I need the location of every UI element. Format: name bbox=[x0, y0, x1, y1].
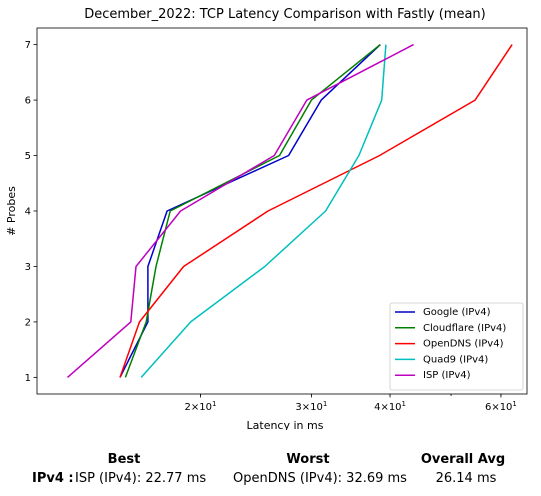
legend-label: Cloudflare (IPv4) bbox=[423, 323, 506, 334]
latency-chart: December_2022: TCP Latency Comparison wi… bbox=[5, 7, 528, 430]
y-tick-label: 6 bbox=[25, 96, 31, 107]
summary-table: Best Worst Overall Avg IPv4 : ISP (IPv4)… bbox=[0, 448, 541, 496]
legend-label: Quad9 (IPv4) bbox=[423, 354, 488, 365]
summary-row-label: IPv4 : bbox=[32, 471, 74, 486]
series-line bbox=[119, 44, 381, 378]
x-tick-label: 3×101 bbox=[295, 400, 327, 413]
y-tick-label: 2 bbox=[25, 317, 31, 328]
summary-best-header: Best bbox=[107, 452, 141, 467]
y-axis-label: # Probes bbox=[5, 186, 18, 236]
summary-best-value: ISP (IPv4): 22.77 ms bbox=[75, 471, 207, 486]
legend-label: OpenDNS (IPv4) bbox=[423, 339, 504, 350]
chart-title: December_2022: TCP Latency Comparison wi… bbox=[84, 7, 486, 22]
series-line bbox=[124, 44, 381, 378]
y-tick-label: 4 bbox=[25, 207, 31, 218]
series-line bbox=[67, 43, 414, 378]
summary-worst-header: Worst bbox=[286, 452, 330, 467]
summary-overall-value: 26.14 ms bbox=[435, 471, 497, 486]
y-tick-label: 1 bbox=[25, 373, 31, 384]
series-line bbox=[119, 44, 513, 378]
series-line bbox=[140, 44, 387, 378]
x-tick-label: 4×101 bbox=[374, 400, 406, 413]
legend-label: Google (IPv4) bbox=[423, 307, 491, 318]
y-tick-label: 5 bbox=[25, 151, 31, 162]
plot-area: 2×101 3×101 4×101 6×101 1 2 3 4 5 6 7 Google (IPv4)… bbox=[25, 27, 528, 413]
summary-worst-value: OpenDNS (IPv4): 32.69 ms bbox=[233, 471, 407, 486]
y-tick-label: 7 bbox=[25, 40, 31, 51]
y-tick-label: 3 bbox=[25, 262, 31, 273]
legend-label: ISP (IPv4) bbox=[423, 370, 471, 381]
x-tick-label: 6×101 bbox=[485, 400, 517, 413]
summary-overall-header: Overall Avg bbox=[420, 452, 506, 467]
x-axis-label: Latency in ms bbox=[247, 419, 324, 430]
legend-box bbox=[389, 302, 524, 391]
x-tick-label: 2×101 bbox=[185, 400, 217, 413]
